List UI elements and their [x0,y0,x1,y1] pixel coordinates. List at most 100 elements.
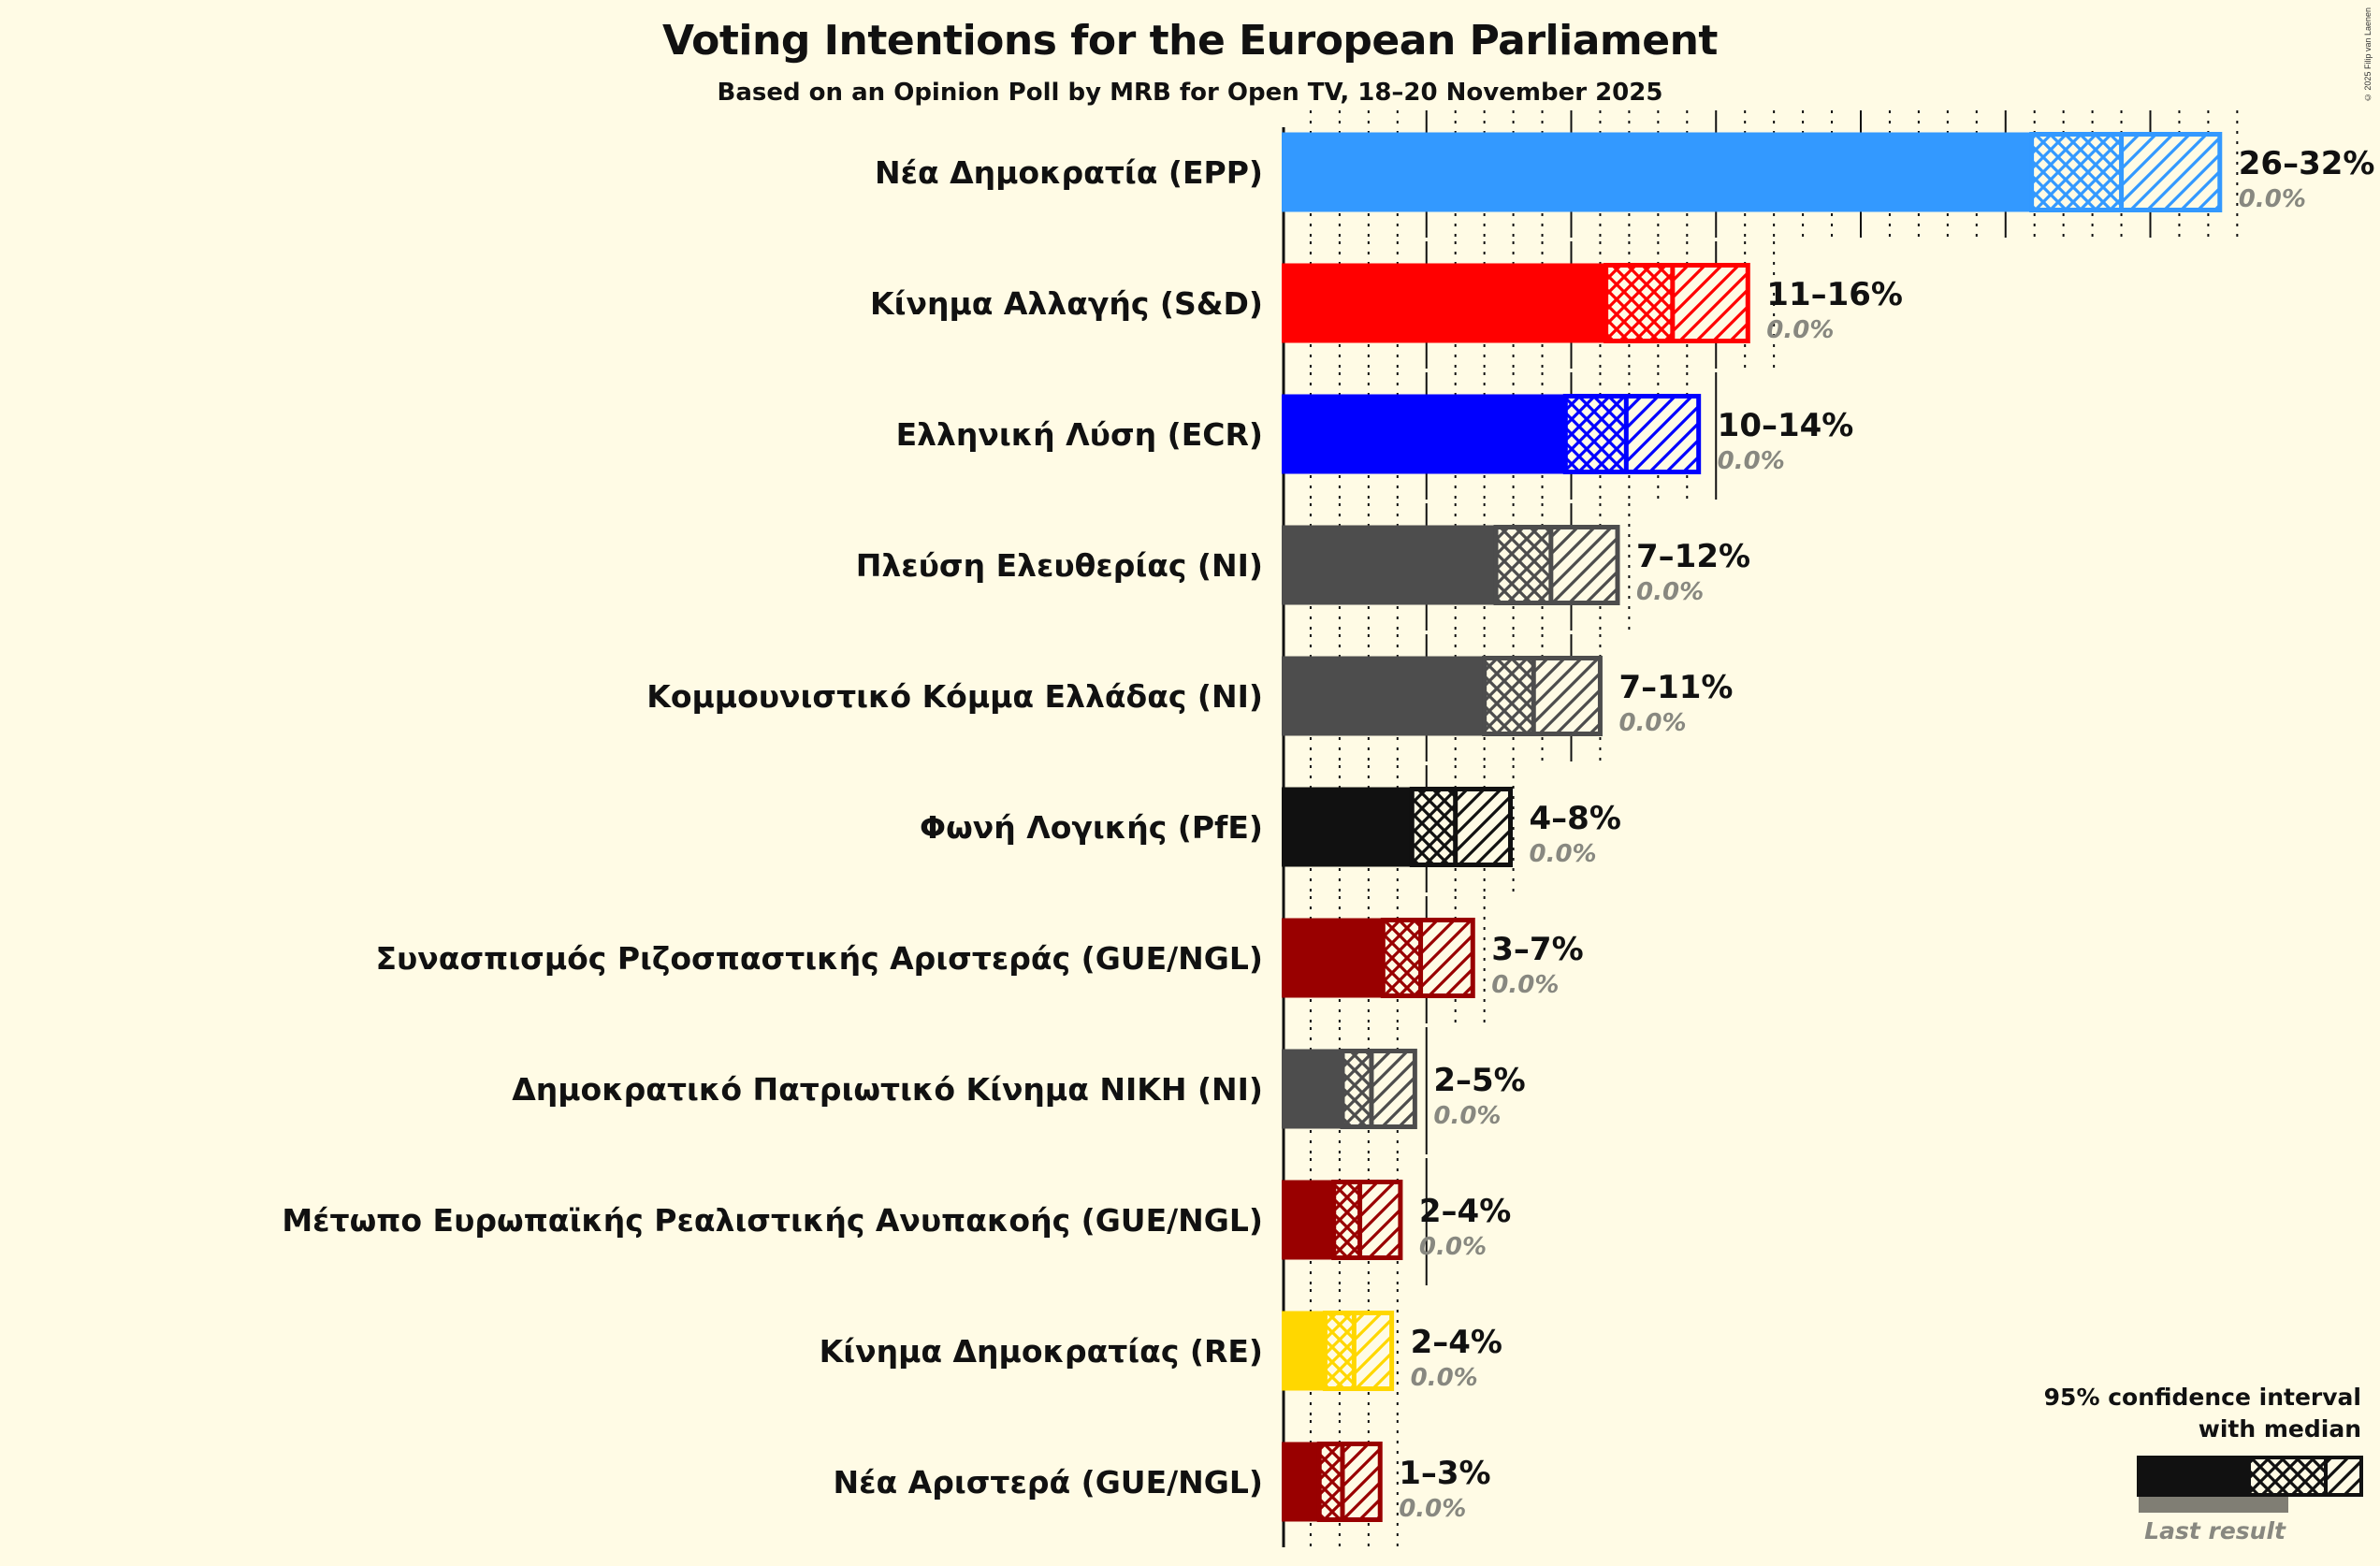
bar-ci-lower-crosshatch [2031,134,2122,210]
bar-ci-outline [1380,918,1475,998]
bar-ci-outline [1493,525,1620,605]
party-label: Νέα Αριστερά (GUE/NGL) [834,1464,1263,1501]
legend-last-result-swatch [2139,1497,2288,1513]
bar-ci-lower-crosshatch [1319,1443,1342,1520]
range-label: 11–16% [1766,276,1903,313]
party-label: Ελληνική Λύση (ECR) [896,416,1263,453]
party-row: Νέα Αριστερά (GUE/NGL) 1–3% 0.0% [834,1442,1491,1523]
party-label: Πλεύση Ελευθερίας (NI) [856,547,1263,584]
bar-ci-upper-hatch [1342,1443,1381,1520]
bar-solid [1282,132,2032,212]
bar-solid [1282,1311,1326,1391]
chart-title: Voting Intentions for the European Parli… [662,17,1718,65]
range-label: 10–14% [1718,407,1854,444]
party-row: Νέα Δημοκρατία (EPP) 26–32% 0.0% [875,132,2375,213]
bar-ci-outline [1331,1180,1403,1260]
bar-solid [1282,656,1485,736]
last-result-label: 0.0% [2239,185,2306,213]
bar-ci-lower-crosshatch [1333,1182,1360,1258]
legend-hatch-swatch [2326,1457,2361,1495]
party-label: Μέτωπο Ευρωπαϊκής Ρεαλιστικής Ανυπακοής … [282,1202,1263,1239]
range-label: 1–3% [1399,1455,1490,1492]
party-row: Δημοκρατικό Πατριωτικό Κίνημα ΝΙΚΗ (NI) 2… [512,1049,1526,1130]
chart-subtitle: Based on an Opinion Poll by MRB for Open… [717,79,1663,107]
legend-ci-outline [2247,1456,2363,1497]
party-row: Ελληνική Λύση (ECR) 10–14% 0.0% [896,394,1854,475]
party-row: Πλεύση Ελευθερίας (NI) 7–12% 0.0% [856,525,1750,606]
last-result-label: 0.0% [1618,709,1686,737]
bar-ci-upper-hatch [1626,396,1699,472]
legend-crosshatch-swatch [2249,1457,2326,1495]
bar-ci-lower-crosshatch [1605,265,1673,341]
last-result-label: 0.0% [1399,1495,1466,1523]
range-label: 2–4% [1419,1193,1511,1230]
last-result-label: 0.0% [1411,1364,1478,1392]
last-result-label: 0.0% [1433,1102,1501,1130]
last-result-label: 0.0% [1636,578,1704,606]
party-label: Κομμουνιστικό Κόμμα Ελλάδας (NI) [646,678,1263,715]
party-row: Συνασπισμός Ριζοσπαστικής Αριστεράς (GUE… [375,918,1584,999]
range-label: 2–5% [1433,1062,1525,1099]
party-label: Νέα Δημοκρατία (EPP) [875,154,1263,191]
bar-ci-outline [2029,132,2223,212]
bar-ci-lower-crosshatch [1496,527,1551,603]
bar-ci-lower-crosshatch [1412,789,1456,865]
range-label: 3–7% [1491,931,1583,968]
bar-ci-outline [1409,787,1514,867]
last-result-label: 0.0% [1718,447,1785,475]
party-row: Μέτωπο Ευρωπαϊκής Ρεαλιστικής Ανυπακοής … [282,1180,1511,1261]
range-label: 7–12% [1636,538,1750,575]
bar-solid [1282,263,1606,343]
last-result-label: 0.0% [1491,971,1559,999]
bar-ci-outline [1562,394,1702,474]
bar-ci-lower-crosshatch [1325,1312,1355,1389]
bar-solid [1282,918,1384,998]
bar-solid [1282,1049,1342,1129]
bar-ci-outline [1482,656,1603,736]
bar-solid [1282,1442,1320,1522]
bar-solid [1282,525,1497,605]
bar-ci-upper-hatch [1455,789,1511,865]
bar-ci-outline [1322,1311,1395,1391]
party-label: Δημοκρατικό Πατριωτικό Κίνημα ΝΙΚΗ (NI) [512,1071,1263,1108]
bar-ci-lower-crosshatch [1383,920,1421,996]
bar-ci-upper-hatch [1672,265,1749,341]
range-label: 26–32% [2239,145,2375,182]
bar-solid [1282,787,1413,867]
bar-ci-upper-hatch [1533,658,1601,734]
bar-ci-upper-hatch [1359,1182,1400,1258]
last-result-label: 0.0% [1766,316,1834,344]
party-row: Κίνημα Αλλαγής (S&D) 11–16% 0.0% [870,263,1903,344]
bar-ci-outline [1340,1049,1417,1129]
bar-ci-lower-crosshatch [1484,658,1534,734]
range-label: 4–8% [1530,800,1621,837]
bar-ci-lower-crosshatch [1342,1051,1371,1127]
bar-ci-upper-hatch [2121,134,2220,210]
party-row: Φωνή Λογικής (PfE) 4–8% 0.0% [920,787,1621,868]
last-result-label: 0.0% [1530,840,1597,868]
range-label: 7–11% [1618,669,1733,706]
bar-ci-outline [1604,263,1750,343]
party-label: Κίνημα Δημοκρατίας (RE) [820,1333,1263,1370]
legend-title-line2: with median [2199,1415,2361,1443]
bar-ci-lower-crosshatch [1565,396,1627,472]
party-row: Κίνημα Δημοκρατίας (RE) 2–4% 0.0% [820,1311,1502,1392]
legend-title-line1: 95% confidence interval [2044,1384,2361,1411]
party-label: Συνασπισμός Ριζοσπαστικής Αριστεράς (GUE… [375,940,1263,977]
bar-ci-upper-hatch [1420,920,1473,996]
legend-solid-swatch [2137,1456,2249,1497]
legend: 95% confidence interval with median Last r… [2044,1384,2363,1544]
range-label: 2–4% [1411,1324,1502,1361]
party-row: Κομμουνιστικό Κόμμα Ελλάδας (NI) 7–11% 0.0… [646,656,1733,737]
bar-ci-upper-hatch [1550,527,1618,603]
bars: Νέα Δημοκρατία (EPP) 26–32%0.0%Κίνημα Αλλ… [282,132,2375,1523]
party-label: Κίνημα Αλλαγής (S&D) [870,285,1263,322]
bar-ci-outline [1316,1442,1383,1522]
bar-ci-upper-hatch [1371,1051,1415,1127]
bar-solid [1282,1180,1334,1260]
bar-ci-upper-hatch [1354,1312,1392,1389]
last-result-label: 0.0% [1419,1233,1487,1261]
bar-solid [1282,394,1566,474]
party-label: Φωνή Λογικής (PfE) [920,809,1263,846]
